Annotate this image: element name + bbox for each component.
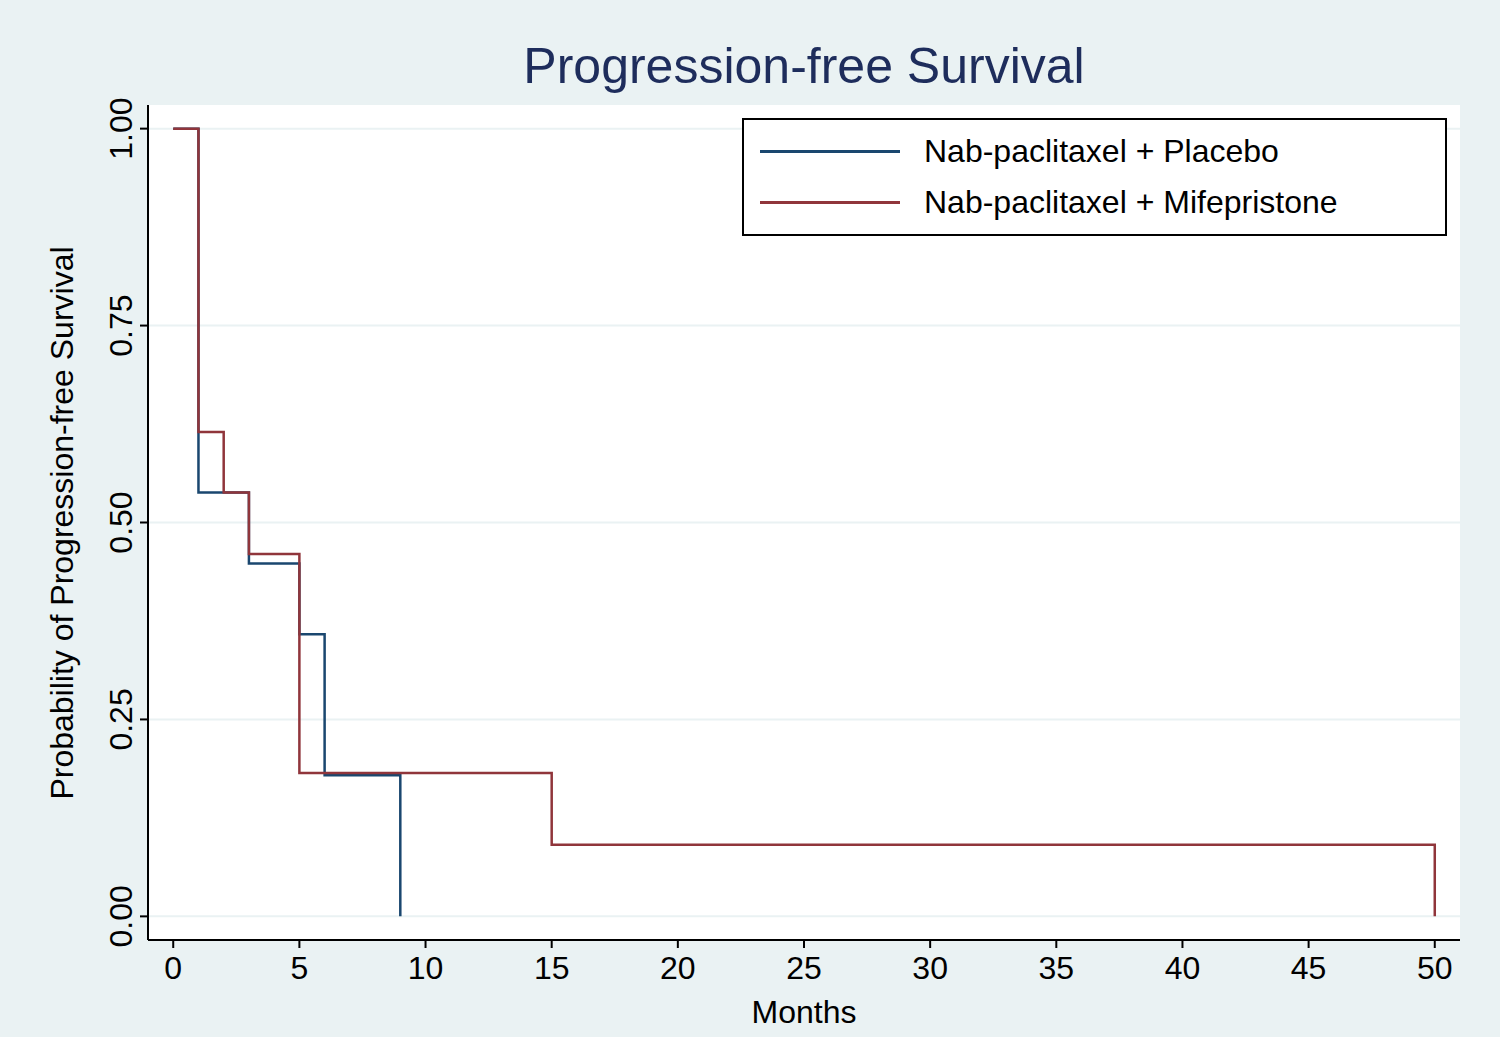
- svg-text:1.00: 1.00: [103, 97, 139, 159]
- svg-text:25: 25: [786, 950, 822, 986]
- svg-text:0.25: 0.25: [103, 688, 139, 750]
- svg-text:15: 15: [534, 950, 570, 986]
- svg-text:45: 45: [1291, 950, 1327, 986]
- svg-text:35: 35: [1039, 950, 1075, 986]
- svg-text:0: 0: [164, 950, 182, 986]
- html-text:Nab-paclitaxel + Mifepristone: Nab-paclitaxel + Mifepristone: [924, 184, 1338, 220]
- svg-text:40: 40: [1165, 950, 1201, 986]
- html-text:Months: Months: [751, 993, 857, 1030]
- html-text:Nab-paclitaxel + Placebo: Nab-paclitaxel + Placebo: [924, 133, 1279, 169]
- svg-text:0.50: 0.50: [103, 491, 139, 553]
- html-text:Progression-free Survival: Progression-free Survival: [523, 38, 1085, 94]
- svg-text:20: 20: [660, 950, 696, 986]
- svg-text:0.00: 0.00: [103, 885, 139, 947]
- svg-text:30: 30: [912, 950, 948, 986]
- svg-text:10: 10: [408, 950, 444, 986]
- svg-text:50: 50: [1417, 950, 1453, 986]
- html-text:Probability of Progression-fre: Probability of Progression-free Survival: [43, 245, 80, 800]
- svg-text:5: 5: [290, 950, 308, 986]
- svg-text:0.75: 0.75: [103, 294, 139, 356]
